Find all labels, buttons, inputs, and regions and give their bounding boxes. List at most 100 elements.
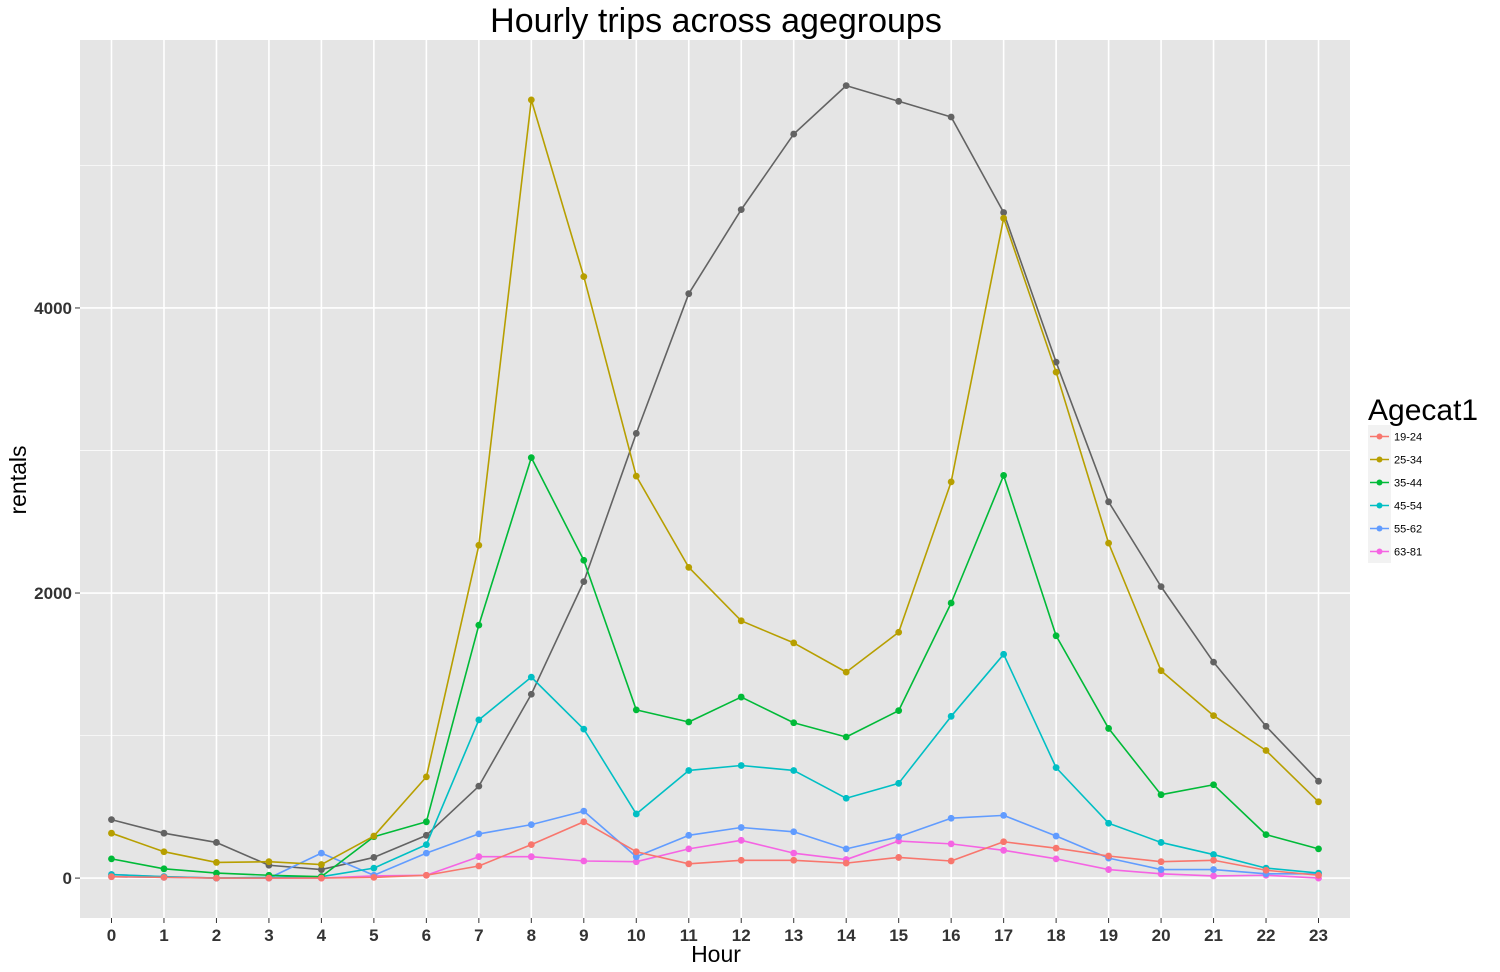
data-point: [685, 831, 693, 839]
series-19-24: [108, 818, 1322, 882]
data-point: [1052, 855, 1060, 863]
data-point: [632, 858, 640, 866]
data-point: [1052, 368, 1060, 376]
data-point: [842, 82, 850, 90]
data-point: [160, 848, 168, 856]
data-point: [685, 718, 693, 726]
data-point: [1105, 866, 1112, 873]
series-line: [111, 820, 1319, 879]
data-point: [213, 869, 220, 877]
data-point: [790, 856, 798, 864]
legend-key-point: [1376, 433, 1383, 440]
data-point: [422, 818, 430, 826]
data-point: [527, 841, 535, 848]
legend-label: 35-44: [1394, 478, 1422, 490]
data-point: [790, 719, 798, 727]
data-point: [1052, 764, 1060, 772]
data-point: [318, 849, 325, 857]
data-point: [1000, 214, 1008, 222]
data-point: [1105, 498, 1112, 506]
data-point: [790, 828, 798, 836]
data-point: [370, 854, 378, 861]
data-point: [1315, 845, 1322, 853]
x-tick-label: 4: [317, 926, 327, 945]
data-point: [580, 818, 588, 826]
chart-title: Hourly trips across agegroups: [490, 2, 942, 40]
series-line: [111, 84, 1320, 871]
data-point: [108, 829, 115, 837]
x-tick-label: 3: [264, 926, 273, 945]
legend-key-point: [1376, 525, 1383, 532]
x-tick-label: 13: [784, 926, 803, 945]
data-point: [632, 429, 640, 437]
x-tick-label: 20: [1152, 926, 1171, 945]
data-point: [1315, 798, 1322, 806]
data-point: [475, 541, 483, 549]
data-point: [475, 621, 483, 629]
y-tick-label: 0: [63, 869, 72, 888]
data-point: [947, 478, 955, 486]
data-point: [1262, 866, 1270, 874]
x-tick-label: 11: [680, 926, 698, 945]
x-tick-label: 12: [732, 926, 751, 945]
data-point: [580, 807, 588, 815]
data-point: [1105, 539, 1112, 547]
data-point: [737, 693, 745, 701]
data-point: [213, 859, 220, 866]
legend-label: 19-24: [1394, 432, 1422, 444]
plot-panel: [80, 40, 1350, 918]
data-point: [475, 853, 483, 861]
data-point: [580, 857, 588, 865]
series-line: [111, 99, 1320, 866]
data-point: [1000, 472, 1008, 479]
x-tick-label: 8: [527, 926, 536, 945]
data-point: [422, 773, 430, 781]
data-point: [632, 848, 640, 856]
series-25-34: [108, 96, 1322, 868]
data-point: [895, 854, 903, 861]
data-point: [1210, 712, 1217, 720]
data-point: [685, 845, 693, 853]
data-point: [580, 556, 588, 564]
data-point: [527, 96, 535, 104]
data-point: [790, 767, 798, 774]
data-point: [1157, 791, 1165, 799]
y-axis-ticks: 0 2000 4000: [34, 299, 80, 888]
data-point: [737, 762, 745, 769]
data-point: [580, 273, 588, 281]
data-point: [737, 824, 745, 831]
data-point: [160, 873, 168, 881]
data-point: [1052, 832, 1060, 840]
data-point: [1157, 866, 1165, 873]
data-point: [1315, 871, 1322, 879]
series-unlabeled: [108, 82, 1322, 873]
data-point: [1052, 358, 1060, 366]
data-point: [213, 874, 220, 882]
data-point: [370, 864, 378, 872]
data-point: [422, 871, 430, 879]
data-point: [1105, 852, 1112, 860]
legend-label: 45-54: [1394, 501, 1422, 513]
data-point: [947, 599, 955, 607]
data-point: [737, 856, 745, 864]
x-tick-label: 9: [579, 926, 588, 945]
data-point: [1210, 856, 1217, 864]
legend: Agecat1 19-24 25-34 35-44 45-54 55-62 63-81: [1368, 394, 1478, 563]
data-point: [685, 860, 693, 868]
data-point: [895, 833, 903, 841]
data-point: [213, 839, 220, 846]
y-axis-title: rentals: [5, 445, 31, 514]
series-line: [111, 810, 1319, 879]
data-point: [632, 853, 640, 861]
data-point: [527, 821, 535, 829]
data-point: [422, 841, 430, 848]
legend-label: 55-62: [1394, 524, 1422, 536]
x-tick-label: 10: [627, 926, 646, 945]
data-point: [1315, 777, 1322, 785]
data-point: [108, 855, 115, 863]
data-point: [422, 849, 430, 857]
data-point: [527, 690, 535, 698]
data-point: [1262, 747, 1270, 754]
data-point: [527, 673, 535, 681]
data-point: [580, 578, 588, 586]
